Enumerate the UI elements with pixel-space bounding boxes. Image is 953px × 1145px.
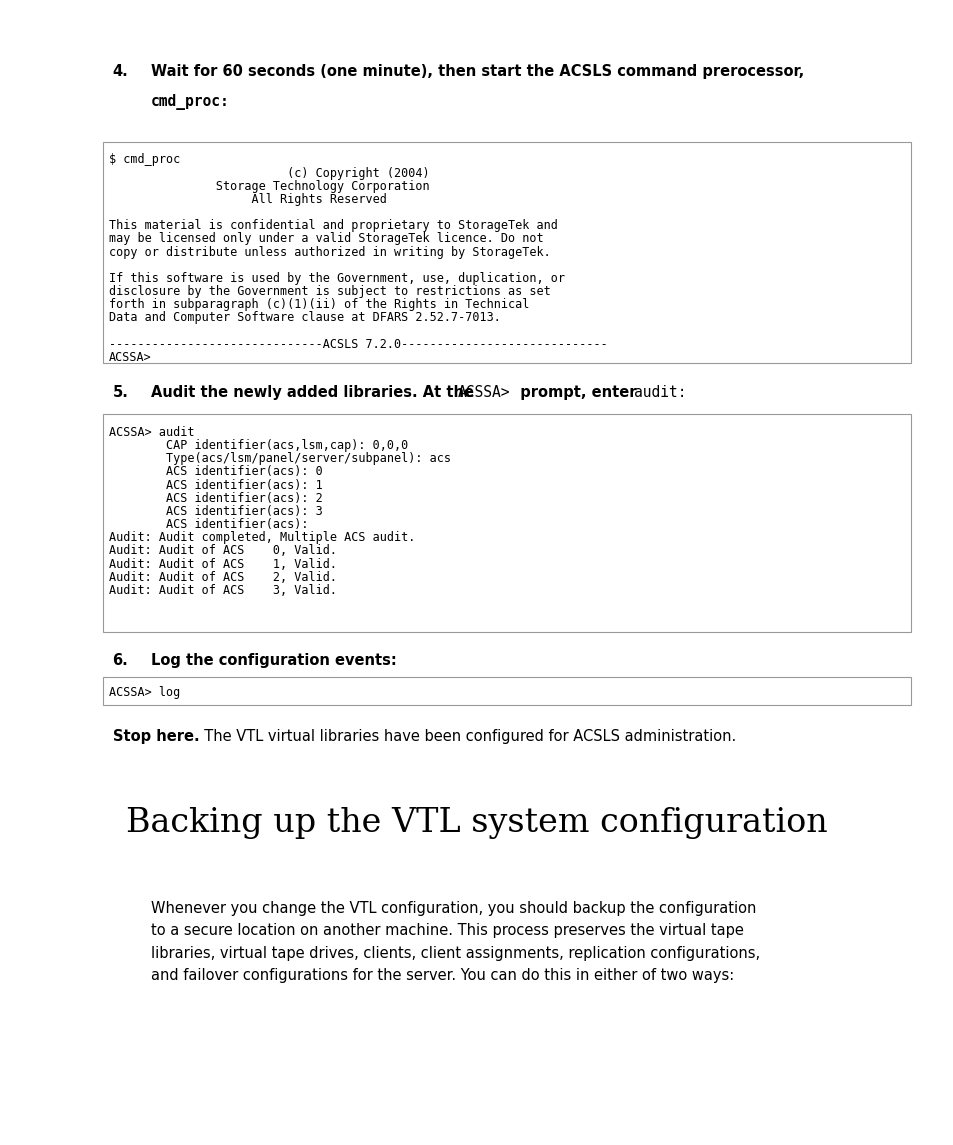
Text: Audit: Audit of ACS    0, Valid.: Audit: Audit of ACS 0, Valid. (109, 545, 336, 558)
Text: audit:: audit: (634, 385, 686, 400)
Text: Audit: Audit completed, Multiple ACS audit.: Audit: Audit completed, Multiple ACS aud… (109, 531, 415, 544)
Text: may be licensed only under a valid StorageTek licence. Do not: may be licensed only under a valid Stora… (109, 232, 543, 245)
Text: All Rights Reserved: All Rights Reserved (109, 192, 386, 206)
Text: to a secure location on another machine. This process preserves the virtual tape: to a secure location on another machine.… (151, 923, 742, 939)
Text: ACS identifier(acs):: ACS identifier(acs): (109, 518, 308, 531)
Text: Audit the newly added libraries. At the: Audit the newly added libraries. At the (151, 385, 483, 400)
Text: Audit: Audit of ACS    1, Valid.: Audit: Audit of ACS 1, Valid. (109, 558, 336, 570)
Text: Type(acs/lsm/panel/server/subpanel): acs: Type(acs/lsm/panel/server/subpanel): acs (109, 452, 450, 465)
Text: Audit: Audit of ACS    2, Valid.: Audit: Audit of ACS 2, Valid. (109, 570, 336, 584)
Text: ------------------------------ACSLS 7.2.0-----------------------------: ------------------------------ACSLS 7.2.… (109, 338, 607, 350)
Text: ACSSA>: ACSSA> (109, 350, 152, 364)
FancyBboxPatch shape (103, 414, 910, 632)
FancyBboxPatch shape (103, 677, 910, 705)
Text: ACS identifier(acs): 2: ACS identifier(acs): 2 (109, 492, 322, 505)
Text: cmd_proc:: cmd_proc: (151, 94, 230, 110)
Text: ACSSA> log: ACSSA> log (109, 686, 180, 698)
Text: Storage Technology Corporation: Storage Technology Corporation (109, 180, 429, 192)
Text: 4.: 4. (112, 64, 129, 79)
Text: If this software is used by the Government, use, duplication, or: If this software is used by the Governme… (109, 271, 564, 285)
Text: 6.: 6. (112, 653, 129, 668)
Text: libraries, virtual tape drives, clients, client assignments, replication configu: libraries, virtual tape drives, clients,… (151, 946, 759, 961)
Text: Log the configuration events:: Log the configuration events: (151, 653, 396, 668)
Text: disclosure by the Government is subject to restrictions as set: disclosure by the Government is subject … (109, 285, 550, 298)
Text: prompt, enter: prompt, enter (510, 385, 641, 400)
Text: Stop here.: Stop here. (112, 729, 199, 744)
Text: and failover configurations for the server. You can do this in either of two way: and failover configurations for the serv… (151, 969, 733, 984)
Text: copy or distribute unless authorized in writing by StorageTek.: copy or distribute unless authorized in … (109, 246, 550, 259)
Text: Whenever you change the VTL configuration, you should backup the configuration: Whenever you change the VTL configuratio… (151, 901, 756, 916)
Text: Audit: Audit of ACS    3, Valid.: Audit: Audit of ACS 3, Valid. (109, 584, 336, 597)
Text: $ cmd_proc: $ cmd_proc (109, 153, 180, 166)
Text: ACSSA> audit: ACSSA> audit (109, 426, 194, 439)
Text: 5.: 5. (112, 385, 129, 400)
Text: (c) Copyright (2004): (c) Copyright (2004) (109, 166, 429, 180)
Text: Data and Computer Software clause at DFARS 2.52.7-7013.: Data and Computer Software clause at DFA… (109, 311, 500, 324)
Text: ACS identifier(acs): 0: ACS identifier(acs): 0 (109, 465, 322, 479)
Text: ACSSA>: ACSSA> (457, 385, 510, 400)
Text: forth in subparagraph (c)(1)(ii) of the Rights in Technical: forth in subparagraph (c)(1)(ii) of the … (109, 298, 529, 311)
Text: This material is confidential and proprietary to StorageTek and: This material is confidential and propri… (109, 220, 558, 232)
Text: Backing up the VTL system configuration: Backing up the VTL system configuration (126, 807, 827, 839)
Text: CAP identifier(acs,lsm,cap): 0,0,0: CAP identifier(acs,lsm,cap): 0,0,0 (109, 439, 408, 452)
Text: ACS identifier(acs): 3: ACS identifier(acs): 3 (109, 505, 322, 518)
Text: The VTL virtual libraries have been configured for ACSLS administration.: The VTL virtual libraries have been conf… (194, 729, 735, 744)
Text: Wait for 60 seconds (one minute), then start the ACSLS command prerocessor,: Wait for 60 seconds (one minute), then s… (151, 64, 803, 79)
FancyBboxPatch shape (103, 142, 910, 363)
Text: ACS identifier(acs): 1: ACS identifier(acs): 1 (109, 479, 322, 491)
